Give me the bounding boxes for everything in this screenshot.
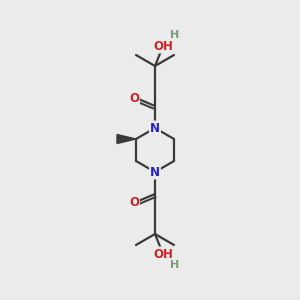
Text: H: H bbox=[170, 260, 180, 270]
Text: OH: OH bbox=[153, 40, 173, 52]
Polygon shape bbox=[117, 134, 136, 143]
Text: O: O bbox=[129, 92, 139, 104]
Text: H: H bbox=[170, 30, 180, 40]
Text: OH: OH bbox=[153, 248, 173, 260]
Text: O: O bbox=[129, 196, 139, 208]
Text: N: N bbox=[150, 122, 160, 134]
Text: N: N bbox=[150, 166, 160, 178]
